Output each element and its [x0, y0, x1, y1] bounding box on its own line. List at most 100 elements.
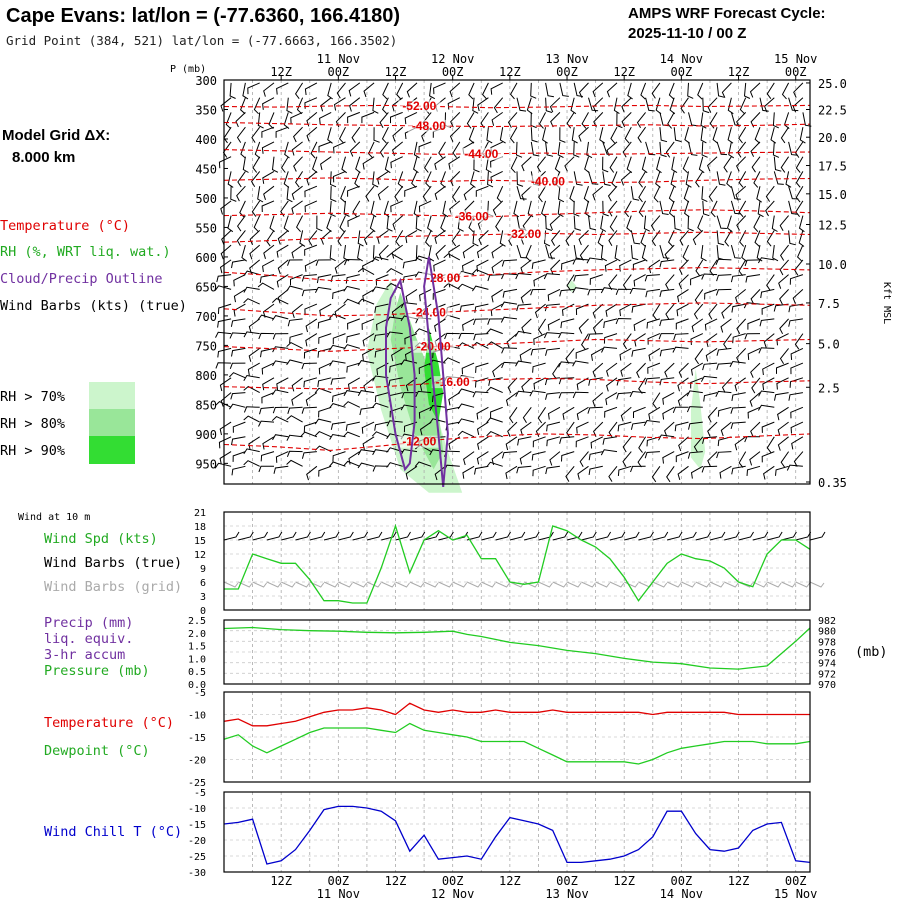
- wind-barb: [372, 449, 389, 456]
- wind-barb: [719, 465, 732, 479]
- wind-barb-true: [238, 531, 254, 541]
- wind-barb: [791, 436, 804, 450]
- wind-barb-true: [724, 531, 740, 541]
- wind-barb: [686, 406, 703, 413]
- wind-barb-true: [552, 531, 569, 541]
- wind-barb: [314, 387, 332, 394]
- top-time-label: 00Z: [327, 65, 349, 79]
- wind-barb: [619, 347, 632, 361]
- wind-barb: [444, 332, 460, 340]
- wind-barb: [392, 141, 404, 156]
- wind-barb: [361, 421, 375, 434]
- y-tick-label: 18: [194, 522, 206, 533]
- wind-barb-true: [381, 531, 397, 541]
- wind-barb: [314, 286, 332, 293]
- wind-barb: [395, 230, 404, 247]
- wind-barb: [615, 317, 632, 325]
- wind-barb: [565, 465, 575, 482]
- wind-barb: [620, 362, 632, 377]
- wind-barb: [766, 82, 775, 99]
- wind-barb: [336, 82, 346, 99]
- wind-barb: [652, 303, 661, 321]
- wind-barb: [516, 97, 527, 112]
- wind-barb: [549, 97, 561, 113]
- wind-barb: [778, 274, 789, 289]
- wind-barb: [451, 230, 461, 247]
- wind-barb: [304, 200, 318, 213]
- wind-panel: Wind at 10 m Wind Spd (kts) Wind Barbs (…: [18, 508, 826, 617]
- wind-barb: [216, 274, 232, 283]
- wind-barb: [381, 97, 389, 115]
- wind-barb: [602, 436, 618, 445]
- wind-barb: [731, 303, 746, 313]
- wind-barb: [609, 215, 618, 232]
- wind-barb: [530, 288, 546, 296]
- wind-barb: [677, 465, 689, 481]
- wind-barb: [418, 141, 432, 153]
- wind-barb: [243, 460, 260, 467]
- wind-barb: [374, 392, 389, 403]
- wind-barb: [232, 451, 246, 462]
- rh-label-90: RH > 90%: [0, 443, 65, 459]
- wind-barb: [588, 465, 603, 475]
- wind-barb: [687, 451, 703, 459]
- wind-barb: [418, 200, 432, 213]
- wind-barb: [289, 333, 303, 344]
- wind-barb: [318, 333, 332, 344]
- wind-panel-title: Wind at 10 m: [18, 512, 90, 523]
- wind-barb: [644, 274, 660, 282]
- wind-barb: [588, 215, 597, 231]
- wind-barb: [749, 451, 761, 466]
- wind-barb-true: [223, 531, 240, 541]
- wind-barb: [379, 141, 389, 158]
- wind-barb: [422, 185, 432, 202]
- wind-barb: [558, 332, 575, 339]
- wind-barb: [312, 156, 318, 174]
- wind-barb: [731, 465, 746, 475]
- wind-barb: [749, 392, 761, 407]
- wind-barb: [545, 141, 554, 157]
- wind-barb: [561, 451, 575, 462]
- wind-barb: [707, 156, 718, 172]
- wind-barb: [299, 230, 306, 247]
- wind-barb: [386, 331, 403, 338]
- wind-barb: [343, 431, 360, 438]
- wind-barb: [558, 392, 575, 399]
- legend-temperature: Temperature (°C): [0, 218, 130, 234]
- wind-barb-grid: [352, 581, 368, 588]
- wind-barb: [319, 111, 332, 125]
- wind-barb: [716, 230, 725, 246]
- wind-barb: [363, 82, 375, 98]
- wind-barb: [295, 215, 304, 233]
- wind-barb: [795, 171, 804, 188]
- wind-barb: [538, 185, 547, 203]
- wind-barb: [515, 272, 532, 280]
- wind-barb-true: [266, 531, 283, 541]
- wind-barb: [373, 333, 389, 342]
- wind-barb: [450, 112, 461, 128]
- wind-barb: [697, 215, 704, 233]
- wind-barb-grid: [252, 581, 267, 588]
- wind-barb: [779, 215, 789, 232]
- wind-barb: [672, 406, 689, 413]
- isotherm-label: -16.00: [436, 375, 470, 389]
- wind-barb: [372, 97, 379, 114]
- wind-barb: [619, 303, 632, 317]
- wind-barb: [559, 82, 569, 97]
- bottom-time-label: 12Z: [728, 874, 750, 888]
- wind-barb: [707, 451, 718, 467]
- wind-barb: [329, 245, 336, 262]
- wind-barb: [233, 303, 246, 317]
- wind-barb: [730, 421, 746, 430]
- wind-barb: [219, 451, 232, 465]
- wind-barb: [688, 141, 698, 156]
- wind-barb: [286, 434, 303, 441]
- wind-barbs-grid-label: Wind Barbs (grid): [44, 579, 182, 595]
- windchill-label: Wind Chill T (°C): [44, 824, 182, 840]
- wind-barb: [760, 288, 775, 299]
- wind-barb: [475, 185, 489, 197]
- wind-barb: [461, 259, 475, 272]
- wind-barb: [263, 82, 275, 97]
- wind-barb: [531, 259, 546, 269]
- wind-barb: [621, 112, 632, 128]
